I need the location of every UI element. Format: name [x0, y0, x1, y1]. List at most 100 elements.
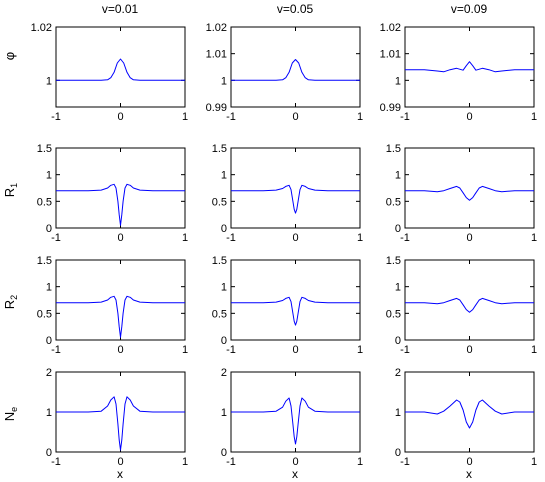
x-tick-label: 1 [531, 344, 537, 356]
x-tick-label: 1 [357, 456, 363, 468]
x-tick-label: -1 [51, 344, 61, 356]
x-tick-label: -1 [226, 232, 236, 244]
series-line-r2-col1 [56, 295, 185, 338]
y-tick-label: 1 [395, 170, 401, 182]
panel-phi-col1: -1 0 1 1 1.02 [31, 22, 188, 123]
x-tick-label: 1 [531, 232, 537, 244]
x-tick-label: -1 [400, 232, 410, 244]
y-tick-label: 1.5 [212, 255, 227, 267]
x-tick-label: -1 [226, 111, 236, 123]
y-tick-label: 0.99 [380, 102, 401, 114]
series-line-ne-col2 [231, 397, 360, 445]
axes-box [404, 147, 535, 229]
y-tick-label: 2 [221, 367, 227, 379]
y-tick-label: 0.5 [37, 308, 52, 320]
y-tick-label: 0.5 [386, 196, 401, 208]
axes-box [55, 147, 186, 229]
series-line-r2-col3 [405, 297, 534, 313]
x-tick-label: 0 [292, 111, 298, 123]
y-tick-label: 1 [221, 170, 227, 182]
series-line-phi-col1 [56, 58, 185, 81]
y-tick-label: 1.5 [386, 255, 401, 267]
x-tick-label: -1 [51, 111, 61, 123]
y-tick-label: 0.5 [212, 308, 227, 320]
y-tick-label: 1 [221, 75, 227, 87]
panel-r2-col2: -1 0 100.511.5 [212, 255, 363, 356]
y-tick-label: 1 [46, 170, 52, 182]
y-tick-label: 1 [46, 75, 52, 87]
y-tick-label: 0.5 [386, 308, 401, 320]
x-tick-label: 1 [357, 111, 363, 123]
y-tick-label: 1.02 [380, 22, 401, 34]
panel-r2-col3: -1 0 100.511.5 [386, 255, 537, 356]
y-tick-label: 0 [46, 335, 52, 347]
xlabel-col-3: x [466, 467, 472, 481]
y-tick-label: 1.02 [206, 22, 227, 34]
y-tick-label: 1 [46, 407, 52, 419]
panel-phi-col2: -1 0 1 0.99 1 1.01 1.02 [206, 22, 363, 123]
x-tick-label: 1 [182, 232, 188, 244]
ylabel-r1: R1 [2, 183, 19, 197]
series-line-ne-col1 [56, 396, 185, 451]
series-line-r1-col2 [231, 184, 360, 214]
y-tick-label: 1.5 [212, 143, 227, 155]
y-tick-label: 0 [46, 223, 52, 235]
series-line-r1-col3 [405, 185, 534, 201]
series-line-r1-col1 [56, 183, 185, 226]
y-tick-label: 1 [46, 282, 52, 294]
x-tick-label: 0 [466, 232, 472, 244]
axes-box [404, 259, 535, 341]
x-tick-label: 0 [117, 111, 123, 123]
x-tick-label: 0 [117, 456, 123, 468]
y-tick-label: 1 [395, 407, 401, 419]
x-tick-label: 1 [357, 232, 363, 244]
y-tick-label: 0 [221, 447, 227, 459]
y-tick-label: 1 [395, 75, 401, 87]
x-tick-label: 0 [292, 232, 298, 244]
column-title-v001: v=0.01 [102, 2, 139, 16]
axes-box [230, 259, 361, 341]
y-tick-label: 1 [221, 282, 227, 294]
series-line-r2-col2 [231, 296, 360, 326]
x-tick-label: 1 [182, 344, 188, 356]
y-tick-label: 1.02 [31, 22, 52, 34]
panel-r1-col2: -1 0 100.511.5 [212, 143, 363, 244]
y-tick-label: 0.99 [206, 102, 227, 114]
panel-r1-col3: -1 0 100.511.5 [386, 143, 537, 244]
y-tick-label: 0 [46, 447, 52, 459]
y-tick-label: 2 [395, 367, 401, 379]
x-tick-label: 0 [117, 344, 123, 356]
series-line-ne-col3 [405, 399, 534, 429]
x-tick-label: 0 [466, 456, 472, 468]
axes-box [404, 26, 535, 108]
x-tick-label: 1 [531, 456, 537, 468]
y-tick-label: 1.5 [386, 143, 401, 155]
y-tick-label: 1 [395, 282, 401, 294]
x-tick-label: -1 [400, 456, 410, 468]
y-tick-label: 0 [221, 335, 227, 347]
ylabel-phi: φ [2, 52, 17, 60]
y-tick-label: 1.5 [37, 143, 52, 155]
x-tick-label: 0 [117, 232, 123, 244]
y-tick-label: 0 [221, 223, 227, 235]
y-tick-label: 0 [395, 335, 401, 347]
x-tick-label: 1 [357, 344, 363, 356]
x-tick-label: 0 [466, 344, 472, 356]
y-tick-label: 1.01 [206, 49, 227, 61]
y-tick-label: 0 [395, 447, 401, 459]
y-tick-label: 0.5 [212, 196, 227, 208]
panel-r1-col1: -1 0 100.511.5 [37, 143, 188, 244]
y-tick-label: 0 [395, 223, 401, 235]
panel-r2-col1: -1 0 100.511.5 [37, 255, 188, 356]
y-tick-label: 1.5 [37, 255, 52, 267]
series-line-phi-col2 [231, 59, 360, 81]
x-tick-label: -1 [226, 456, 236, 468]
x-tick-label: -1 [400, 344, 410, 356]
x-tick-label: 0 [292, 344, 298, 356]
ylabel-ne: Ne [2, 407, 19, 421]
axes-box [55, 26, 186, 108]
xlabel-col-2: x [292, 467, 298, 481]
y-tick-label: 1.01 [380, 49, 401, 61]
